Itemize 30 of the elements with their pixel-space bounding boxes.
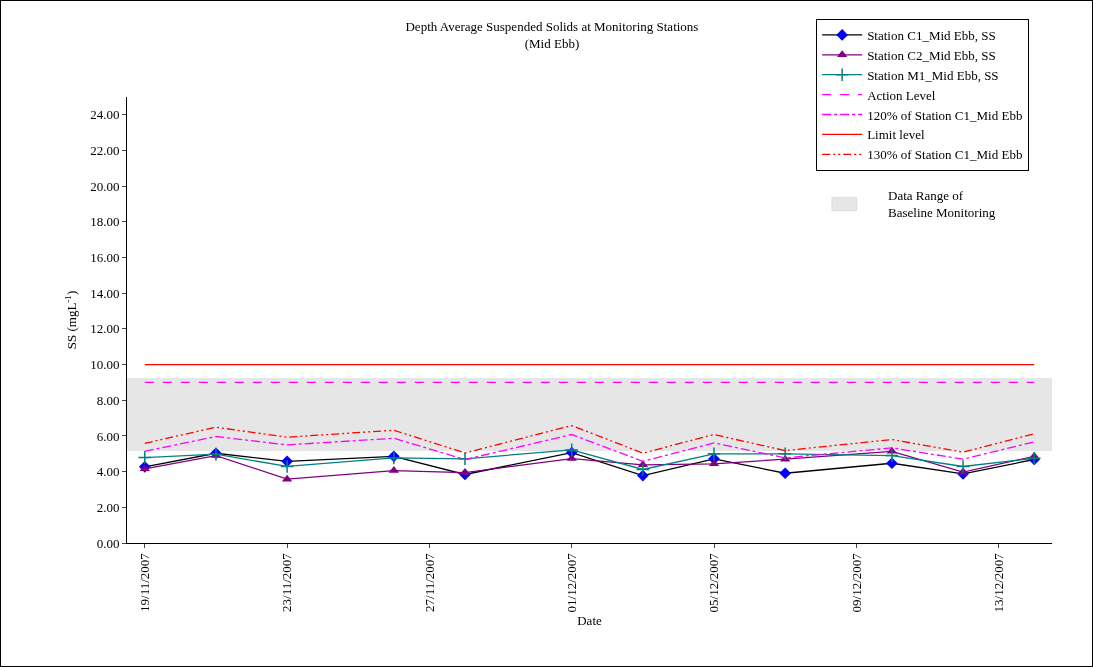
legend-label: Action Level [867, 87, 936, 103]
legend-label: 120% of Station C1_Mid Ebb [867, 107, 1023, 123]
y-tick-label: 0.00 [96, 535, 120, 551]
y-tick-label: 10.00 [90, 357, 120, 373]
x-tick-label: 01/12/2007 [563, 552, 579, 613]
y-tick-label: 22.00 [90, 143, 120, 159]
y-tick-label: 4.00 [96, 464, 120, 480]
legend-label: Limit level [867, 127, 925, 143]
x-axis-title: Date [577, 613, 602, 629]
x-tick-label: 23/11/2007 [279, 552, 295, 612]
x-tick-label: 09/12/2007 [848, 552, 864, 613]
y-tick-label: 16.00 [90, 250, 120, 266]
legend-label: Station M1_Mid Ebb, SS [867, 67, 999, 83]
legend-label: Station C1_Mid Ebb, SS [867, 27, 996, 43]
y-tick-label: 18.00 [90, 214, 120, 230]
y-tick-label: 24.00 [90, 107, 120, 123]
y-tick-label: 8.00 [96, 392, 120, 408]
legend-label: Data Range of Baseline Monitoring [888, 188, 996, 220]
chart-title: Depth Average Suspended Solids at Monitoring Stations (Mid Ebb) [405, 18, 699, 51]
legend-label: Station C2_Mid Ebb, SS [867, 47, 996, 63]
y-tick-label: 6.00 [96, 428, 120, 444]
x-tick-label: 27/11/2007 [421, 552, 437, 612]
x-tick-label: 05/12/2007 [706, 552, 722, 613]
y-tick-label: 20.00 [90, 178, 120, 194]
x-tick-label: 19/11/2007 [137, 552, 153, 612]
y-tick-label: 12.00 [90, 321, 120, 337]
y-tick-label: 2.00 [96, 499, 120, 515]
x-tick-label: 13/12/2007 [990, 552, 1006, 613]
y-tick-label: 14.00 [90, 285, 120, 301]
legend-label: 130% of Station C1_Mid Ebb [867, 147, 1023, 163]
